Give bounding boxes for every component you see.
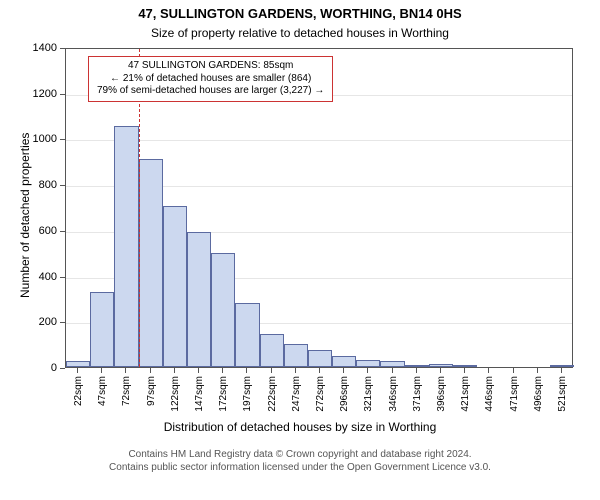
chart-subtitle: Size of property relative to detached ho… xyxy=(0,26,600,40)
x-tick-label: 346sqm xyxy=(388,376,399,412)
x-tick-label: 446sqm xyxy=(484,376,495,412)
y-tick-label: 200 xyxy=(25,316,57,328)
y-tick-label: 1200 xyxy=(25,88,57,100)
x-tick-label: 72sqm xyxy=(121,376,132,406)
histogram-bar xyxy=(308,350,332,367)
x-tick-mark xyxy=(174,368,175,373)
x-tick-mark xyxy=(343,368,344,373)
x-tick-mark xyxy=(198,368,199,373)
annotation-box: 47 SULLINGTON GARDENS: 85sqm ← 21% of de… xyxy=(88,56,333,102)
x-tick-label: 521sqm xyxy=(557,376,568,412)
x-tick-label: 496sqm xyxy=(533,376,544,412)
x-tick-mark xyxy=(367,368,368,373)
attribution-text: Contains HM Land Registry data © Crown c… xyxy=(0,448,600,474)
histogram-bar xyxy=(260,334,284,367)
x-tick-mark xyxy=(271,368,272,373)
x-tick-mark xyxy=(101,368,102,373)
histogram-bar xyxy=(356,360,380,367)
histogram-bar xyxy=(163,206,187,367)
x-tick-label: 122sqm xyxy=(170,376,181,412)
x-tick-mark xyxy=(392,368,393,373)
attribution-line-1: Contains HM Land Registry data © Crown c… xyxy=(128,449,471,460)
x-tick-label: 172sqm xyxy=(218,376,229,412)
histogram-bar xyxy=(453,365,477,367)
x-tick-mark xyxy=(77,368,78,373)
y-tick-mark xyxy=(60,368,65,369)
y-tick-mark xyxy=(60,322,65,323)
y-tick-label: 0 xyxy=(25,362,57,374)
attribution-line-2: Contains public sector information licen… xyxy=(109,462,491,473)
histogram-bar xyxy=(187,232,211,367)
chart-title: 47, SULLINGTON GARDENS, WORTHING, BN14 0… xyxy=(0,6,600,21)
x-tick-mark xyxy=(125,368,126,373)
histogram-bar xyxy=(380,361,404,367)
histogram-bar xyxy=(235,303,259,367)
histogram-bar xyxy=(550,365,574,367)
y-tick-label: 1000 xyxy=(25,133,57,145)
x-tick-label: 296sqm xyxy=(339,376,350,412)
y-tick-mark xyxy=(60,185,65,186)
y-tick-mark xyxy=(60,48,65,49)
x-axis-label: Distribution of detached houses by size … xyxy=(0,420,600,434)
x-tick-label: 321sqm xyxy=(363,376,374,412)
y-gridline xyxy=(66,140,572,141)
y-tick-mark xyxy=(60,231,65,232)
x-tick-label: 272sqm xyxy=(315,376,326,412)
chart-container: 47, SULLINGTON GARDENS, WORTHING, BN14 0… xyxy=(0,0,600,500)
histogram-bar xyxy=(332,356,356,367)
annotation-line-2: ← 21% of detached houses are smaller (86… xyxy=(97,73,324,86)
x-tick-mark xyxy=(150,368,151,373)
histogram-bar xyxy=(90,292,114,367)
histogram-bar xyxy=(114,126,138,367)
x-tick-label: 147sqm xyxy=(194,376,205,412)
histogram-bar xyxy=(139,159,163,367)
histogram-bar xyxy=(66,361,90,367)
y-tick-mark xyxy=(60,277,65,278)
x-tick-label: 197sqm xyxy=(242,376,253,412)
x-tick-mark xyxy=(561,368,562,373)
x-tick-label: 222sqm xyxy=(267,376,278,412)
x-tick-mark xyxy=(222,368,223,373)
x-tick-mark xyxy=(513,368,514,373)
x-tick-label: 22sqm xyxy=(73,376,84,406)
annotation-line-1: 47 SULLINGTON GARDENS: 85sqm xyxy=(97,60,324,73)
histogram-bar xyxy=(429,364,453,367)
x-tick-mark xyxy=(246,368,247,373)
x-tick-label: 421sqm xyxy=(460,376,471,412)
x-tick-mark xyxy=(464,368,465,373)
x-tick-mark xyxy=(537,368,538,373)
x-tick-label: 247sqm xyxy=(291,376,302,412)
histogram-bar xyxy=(405,365,429,367)
y-tick-label: 600 xyxy=(25,225,57,237)
y-tick-label: 800 xyxy=(25,179,57,191)
histogram-bar xyxy=(284,344,308,367)
x-tick-mark xyxy=(488,368,489,373)
y-tick-mark xyxy=(60,139,65,140)
x-tick-label: 97sqm xyxy=(146,376,157,406)
y-tick-label: 400 xyxy=(25,271,57,283)
x-tick-mark xyxy=(295,368,296,373)
y-tick-label: 1400 xyxy=(25,42,57,54)
x-tick-label: 371sqm xyxy=(412,376,423,412)
x-tick-mark xyxy=(416,368,417,373)
x-tick-mark xyxy=(319,368,320,373)
x-tick-label: 396sqm xyxy=(436,376,447,412)
histogram-bar xyxy=(211,253,235,367)
x-tick-label: 471sqm xyxy=(509,376,520,412)
x-tick-mark xyxy=(440,368,441,373)
y-tick-mark xyxy=(60,94,65,95)
x-tick-label: 47sqm xyxy=(97,376,108,406)
annotation-line-3: 79% of semi-detached houses are larger (… xyxy=(97,85,324,98)
